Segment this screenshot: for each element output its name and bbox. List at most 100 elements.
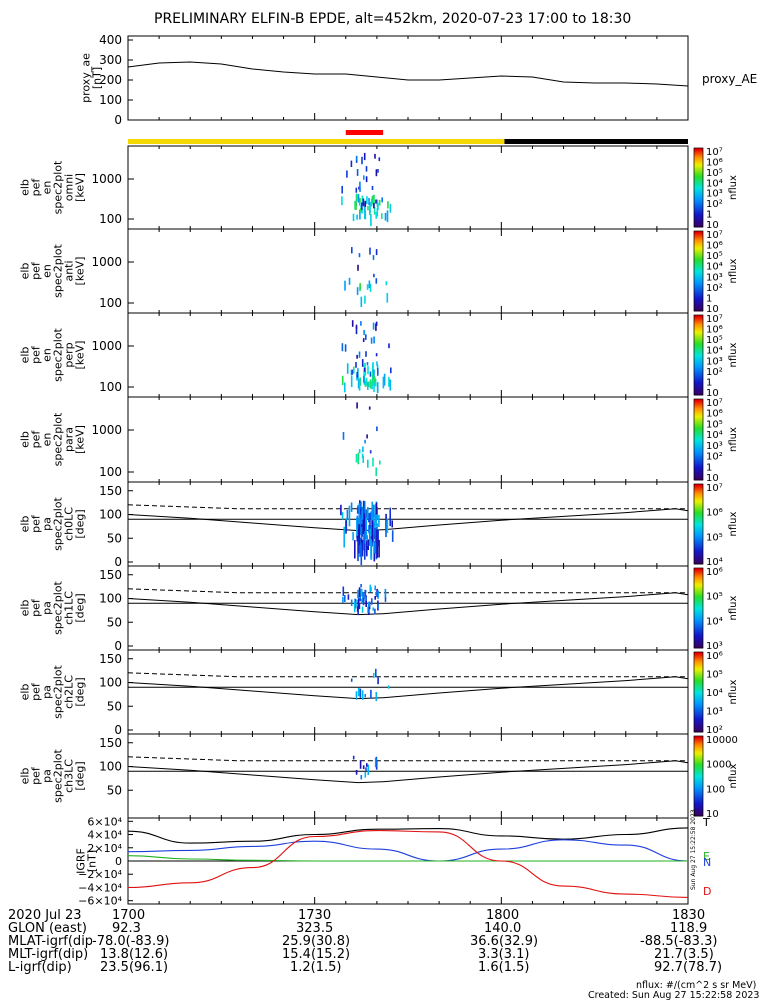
panel-5-data-pixel [361, 606, 364, 613]
colorbar-4-cell [694, 544, 703, 547]
colorbar-2-cell [694, 359, 703, 362]
colorbar-2-cell [694, 353, 703, 356]
panel-0-data-pixel [359, 209, 361, 220]
colorbar-6-cell [694, 716, 703, 719]
colorbar-4-cell [694, 502, 703, 505]
panel-6-dashed-lc [127, 672, 688, 678]
colorbar-4-cell [694, 486, 703, 489]
panel-4-data-pixel [358, 538, 360, 554]
colorbar-0-cell [694, 175, 703, 179]
panel-2-data-pixel [344, 344, 347, 352]
colorbar-2-cell [694, 335, 703, 338]
colorbar-7-cell [694, 770, 703, 773]
colorbar-4-cell [694, 560, 703, 563]
colorbar-2-cell [694, 375, 703, 378]
colorbar-1-tick: 1 [706, 293, 712, 304]
panel-4-data-pixel [361, 511, 363, 526]
colorbar-7-cell [694, 782, 703, 785]
footer-col3-mlt: 21.7(3.5) [654, 947, 714, 962]
panel-0-data-pixel [356, 214, 358, 220]
colorbar-7-cell [694, 774, 703, 777]
colorbar-6-cell [694, 720, 703, 723]
panel-1-data-pixel [375, 249, 378, 256]
colorbar-4-cell [694, 550, 703, 553]
colorbar-2-cell [694, 351, 703, 354]
colorbar-7-cell [694, 764, 703, 767]
colorbar-0-cell [694, 193, 703, 196]
colorbar-6-cell [694, 678, 703, 681]
colorbar-1-cell [694, 257, 703, 260]
colorbar-0-cell [694, 169, 703, 173]
panel-0-ylabel-2: en [41, 181, 54, 195]
panel-4-data-pixel [376, 542, 379, 558]
panel-5-data-pixel [377, 590, 379, 599]
panel-0-data-pixel [364, 200, 367, 207]
colorbar-7-cell [694, 776, 703, 779]
colorbar-1-cell [694, 295, 703, 298]
panel-2-data-pixel [357, 378, 360, 389]
panel-2-data-pixel [369, 371, 372, 377]
colorbar-2-frame [693, 314, 704, 396]
colorbar-1-tick: 10² [706, 283, 723, 294]
colorbar-1-cell [694, 283, 703, 286]
colorbar-0-cell [694, 148, 703, 151]
igrf-series-D [127, 830, 689, 898]
panel-7-data-pixel [374, 757, 377, 768]
colorbar-0-tick: 10⁴ [706, 178, 723, 189]
panel-2-data-pixel [370, 337, 373, 344]
panel-5-ylabel-4: ch1LC [63, 591, 76, 625]
panel-7-data-pixel [362, 765, 365, 770]
panel-7-ylabel-5: [deg] [74, 761, 87, 790]
colorbar-3-cell [694, 467, 703, 471]
footer-label-date: 2020 Jul 23 [8, 908, 82, 923]
colorbar-6-cell [694, 682, 703, 685]
panel-3-ytick: 1000 [91, 423, 122, 437]
panel-5-ylabel-3: spec2plot [52, 581, 65, 635]
colorbar-2-cell [694, 337, 703, 340]
panel-3-data-pixel [376, 426, 378, 432]
panel-2-data-pixel [351, 369, 353, 375]
panel-4-data-pixel [345, 520, 347, 534]
panel-4-data-pixel [341, 512, 344, 520]
colorbar-0-cell [694, 207, 703, 210]
colorbar-3-cell [694, 461, 703, 465]
colorbar-2-cell [694, 369, 703, 372]
colorbar-7-cell [694, 752, 703, 755]
colorbar-4-cell [694, 536, 703, 539]
panel-7-ylabel-3: spec2plot [52, 749, 65, 803]
colorbar-1-cell [694, 279, 703, 282]
panel-4-data-pixel [375, 502, 378, 515]
panel-0-data-pixel [341, 196, 343, 206]
colorbar-1-cell [694, 273, 703, 276]
colorbar-1-tick: 10⁴ [706, 262, 723, 273]
colorbar-3-tick: 10⁶ [706, 409, 723, 420]
panel-0-data-pixel [362, 198, 365, 206]
panel-1-data-pixel [358, 253, 361, 258]
colorbar-3-cell [694, 471, 703, 475]
panel-4-data-pixel [385, 520, 387, 538]
colorbar-2-cell [694, 385, 703, 388]
colorbar-6-frame [693, 651, 704, 733]
panel-2-data-pixel [365, 351, 367, 357]
panel-4-data-pixel [357, 528, 360, 540]
panel-5-data-pixel [357, 607, 359, 615]
panel-4-data-pixel [375, 504, 377, 526]
panel-4-data-pixel [374, 521, 376, 529]
colorbar-3-cell [694, 413, 703, 416]
panel-0-data-pixel [355, 159, 358, 163]
panel-1-data-pixel [359, 283, 361, 290]
panel-0-data-pixel [381, 197, 383, 203]
panel-2-data-pixel [356, 371, 358, 378]
panel-1-ylabel-1: pef [30, 261, 43, 280]
panel-6-ylabel-0: elb [19, 684, 32, 701]
colorbar-7-cell [694, 798, 703, 801]
panel-4-data-pixel [376, 529, 378, 545]
colorbar-7-cell [694, 792, 703, 795]
panel-1-ytick: 1000 [91, 255, 122, 269]
panel-2-data-pixel [341, 375, 344, 385]
panel-0-data-pixel [378, 157, 381, 162]
footer-label-mlt: MLT-igrf(dip) [8, 947, 89, 962]
colorbar-5-cell [694, 600, 703, 603]
colorbar-6-cell [694, 692, 703, 695]
panel-0-data-pixel [364, 206, 366, 213]
